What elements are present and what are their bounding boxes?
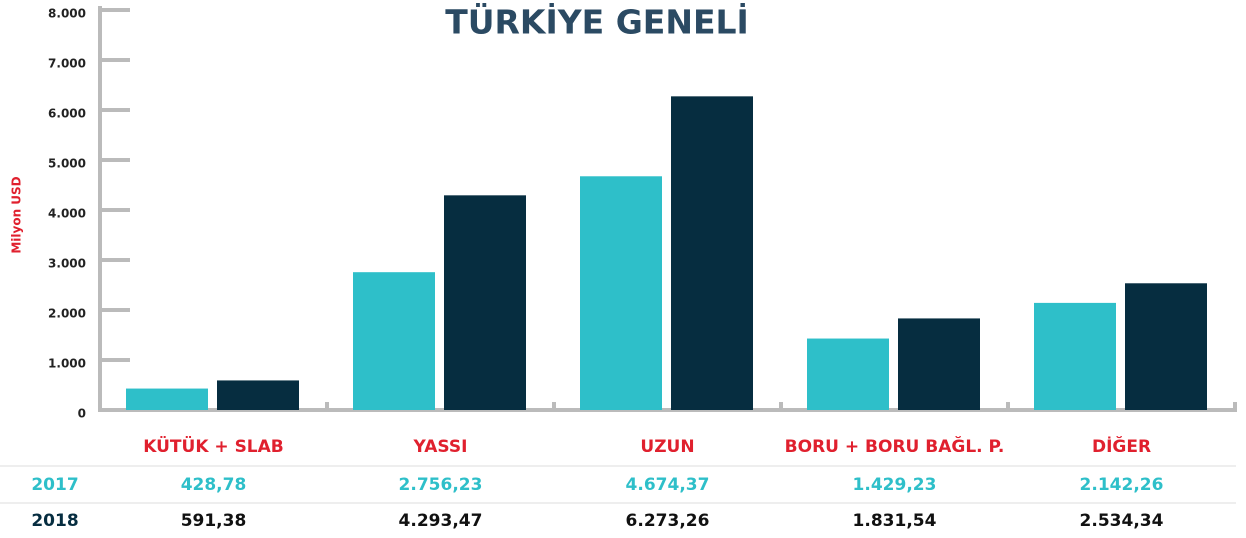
table-cell: 6.273,26 [626,511,710,531]
x-tick-label: YASSI [413,437,468,457]
table-cell: 2.756,23 [399,475,483,495]
table-cell: 1.429,23 [853,475,937,495]
bar [1034,302,1116,410]
bar [580,176,662,410]
x-tick-label: KÜTÜK + SLAB [143,435,284,457]
table-row-label: 2018 [31,511,78,531]
bar [807,338,889,410]
table-cell: 4.293,47 [399,511,483,531]
table-cell: 1.831,54 [853,511,937,531]
bar [444,195,526,410]
table-cell: 2.142,26 [1080,475,1164,495]
x-tick-label: DİĞER [1092,435,1151,457]
x-tick-label: UZUN [640,437,694,457]
table-cell: 2.534,34 [1080,511,1164,531]
y-tick-label: 3.000 [48,257,86,271]
y-tick-label: 6.000 [48,107,86,121]
y-tick-label: 7.000 [48,57,86,71]
y-tick-label: 5.000 [48,157,86,171]
bar [353,272,435,410]
bar [898,318,980,410]
y-tick-label: 1.000 [48,357,86,371]
table-row-label: 2017 [31,475,78,495]
bar [671,96,753,410]
y-tick-label: 2.000 [48,307,86,321]
y-tick-label: 8.000 [48,7,86,21]
table-cell: 4.674,37 [626,475,710,495]
y-axis-label: Milyon USD [10,176,24,253]
y-tick-label: 0 [78,407,86,421]
bar [217,380,299,410]
table-cell: 591,38 [181,511,247,531]
chart-title: TÜRKİYE GENELİ [445,2,749,42]
table-cell: 428,78 [181,475,247,495]
y-tick-label: 4.000 [48,207,86,221]
bar [126,388,208,410]
bar [1125,283,1207,410]
x-tick-label: BORU + BORU BAĞL. P. [785,435,1005,457]
